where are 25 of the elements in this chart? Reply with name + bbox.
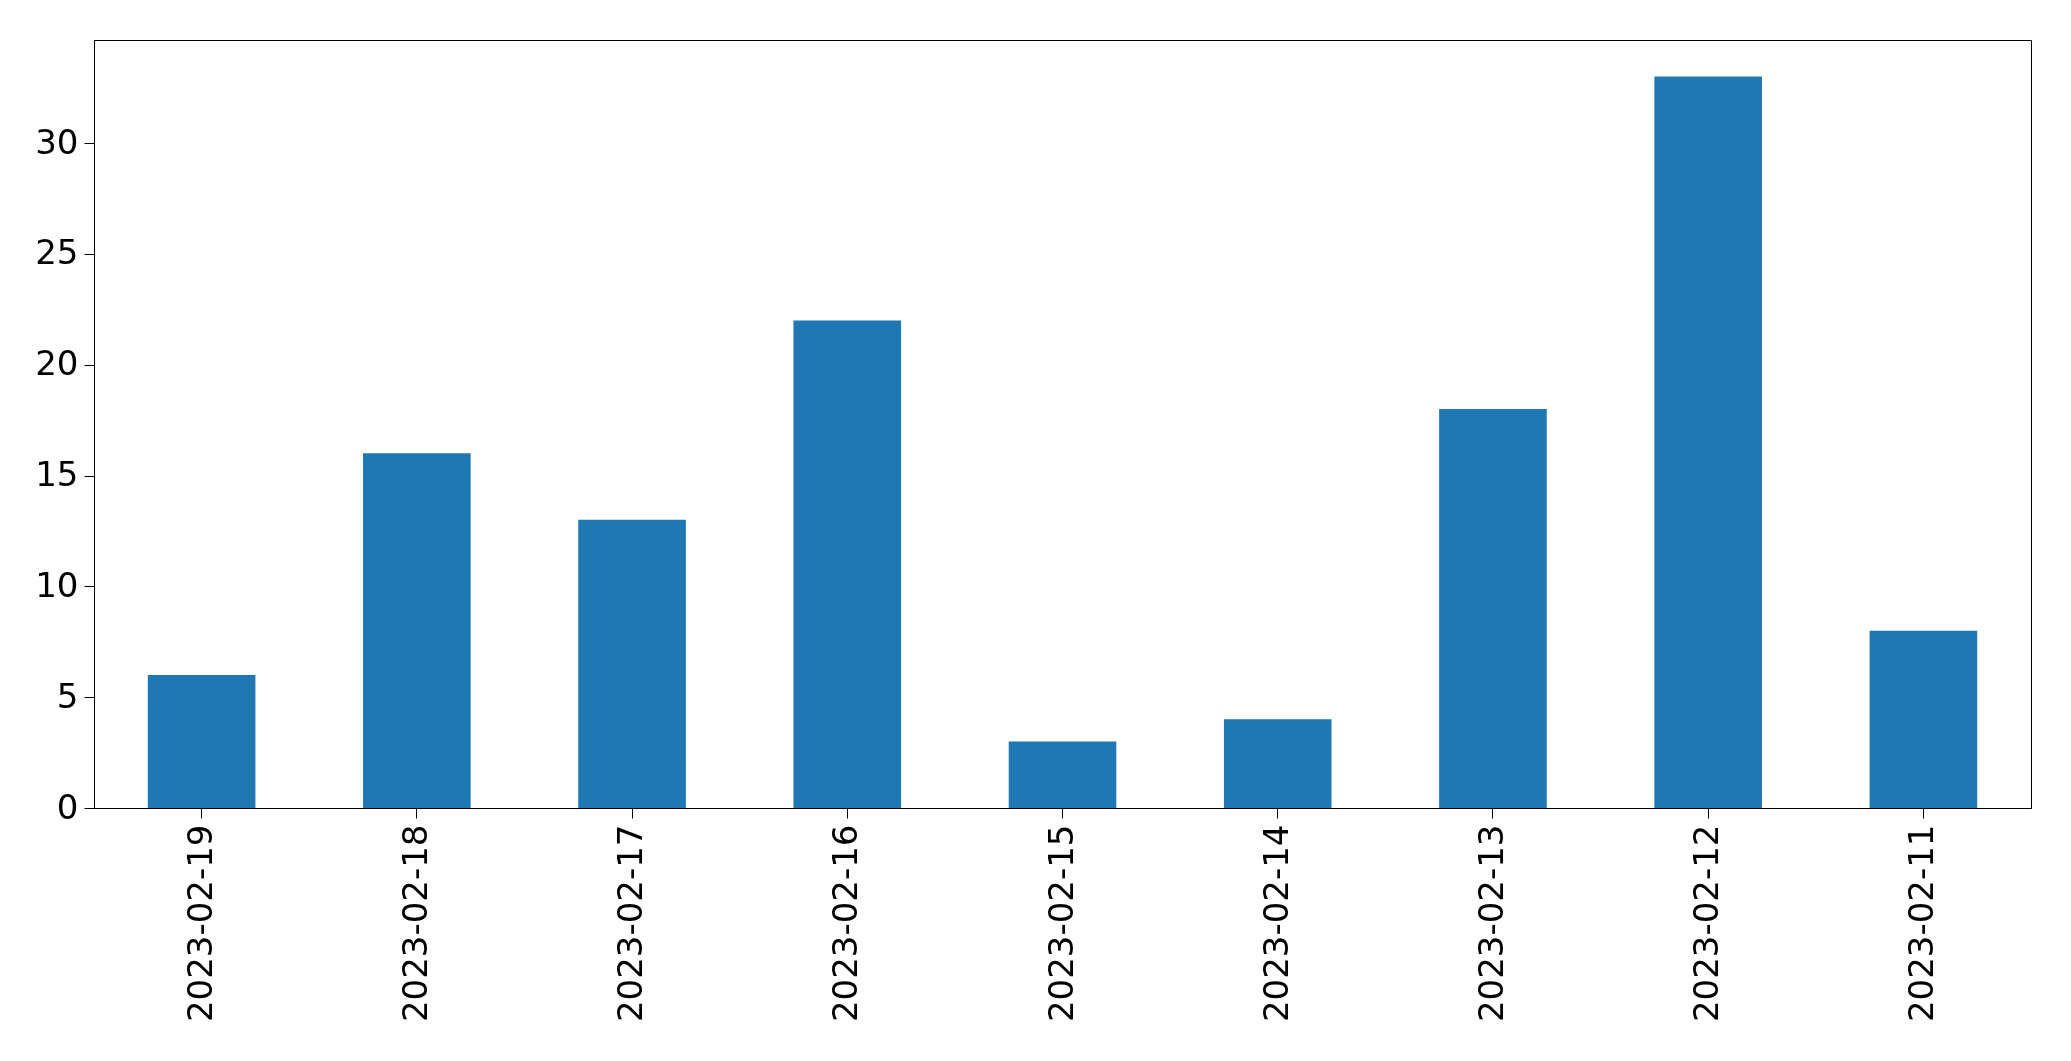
bar (793, 320, 902, 808)
x-tick-label: 2023-02-13 (1470, 824, 1511, 1023)
y-tick-label: 10 (35, 564, 79, 605)
bar (578, 519, 686, 808)
bar (147, 675, 256, 808)
y-tick-label: 5 (56, 675, 79, 716)
y-tick-label: 20 (35, 343, 79, 384)
x-tick-label: 2023-02-12 (1686, 824, 1727, 1023)
x-tick-label: 2023-02-17 (610, 824, 651, 1023)
y-tick-label: 25 (35, 232, 79, 273)
y-tick-label: 30 (35, 121, 79, 162)
bar (1869, 630, 1978, 808)
x-tick-label: 2023-02-14 (1255, 824, 1296, 1023)
bar (1008, 741, 1117, 808)
y-tick-label: 15 (35, 454, 79, 495)
bar (1439, 409, 1547, 808)
x-tick-label: 2023-02-18 (394, 824, 435, 1023)
x-tick-label: 2023-02-16 (825, 824, 866, 1023)
x-tick-label: 2023-02-19 (179, 824, 220, 1023)
x-tick-label: 2023-02-15 (1040, 824, 1081, 1023)
y-tick-label: 0 (56, 786, 79, 827)
bar (1654, 76, 1762, 808)
bar (363, 453, 471, 808)
x-tick-label: 2023-02-11 (1901, 824, 1942, 1023)
bar (1223, 719, 1332, 808)
